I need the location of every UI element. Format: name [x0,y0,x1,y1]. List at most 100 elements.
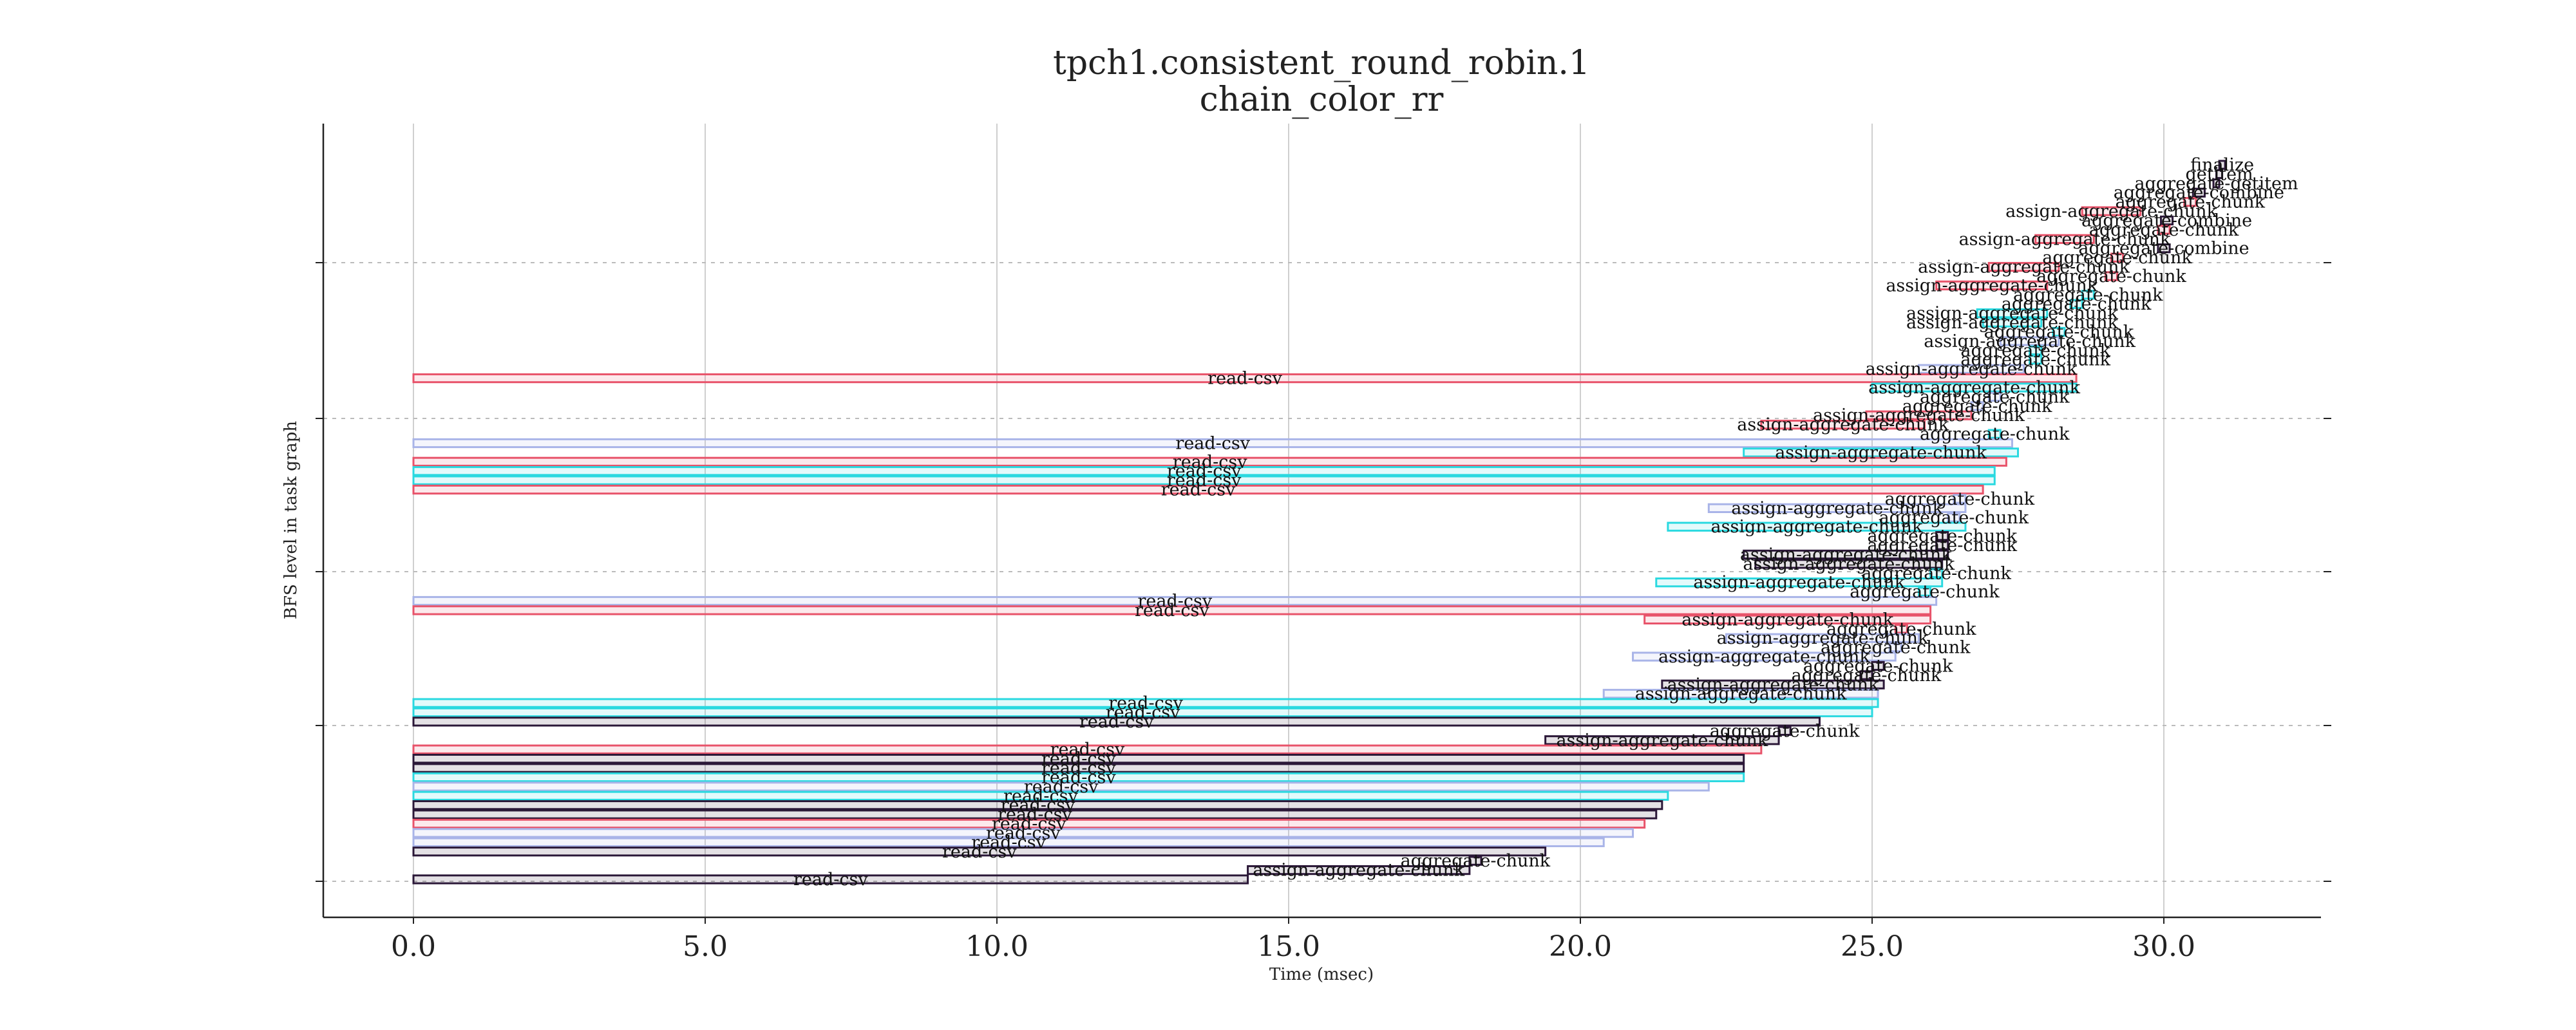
task-bar [1760,420,1926,430]
task-bar-label: assign-aggregate-chunk [1731,498,1943,518]
x-tick-label: 0.0 [391,930,436,963]
task-bar [2029,355,2043,365]
task-bar-label: assign-aggregate-chunk [1813,406,2025,426]
task-bar-label: read-csv [1173,452,1247,472]
task-bar [1865,410,1973,420]
task-bar-label: assign-aggregate-chunk [1717,628,1929,648]
task-bar [1987,261,2060,272]
task-bar-label: read-csv [971,832,1046,852]
task-bar [1643,614,1932,624]
task-bar-label: assign-aggregate-chunk [1737,415,1949,435]
task-bar-label: assign-aggregate-chunk [1868,378,2080,398]
task-bar-label: read-csv [1108,693,1183,713]
task-bar [2069,299,2083,309]
task-bar-label: read-csv [1024,777,1099,797]
x-tick-label: 25.0 [1841,930,1904,963]
task-bar [1725,633,1920,643]
axes [322,124,2321,919]
task-bar [1953,494,1967,504]
task-bar-label: getitem [2185,164,2253,184]
task-bar [2159,215,2174,226]
task-bar-label: assign-aggregate-chunk [1681,610,1893,630]
task-bar-label: aggregate-chunk [2002,294,2152,314]
task-bar [2104,271,2119,281]
task-bar-label: assign-aggregate-chunk [1658,647,1870,667]
task-bar [412,707,1873,718]
task-bar [2052,326,2066,337]
task-bar [1247,865,1471,876]
task-bar-label: assign-aggregate-chunk [1959,229,2171,249]
task-bar-label: read-csv [1135,601,1209,621]
task-bar [412,847,1547,857]
task-bar [1970,401,1984,411]
task-bar-label: assign-aggregate-chunk [1886,276,2098,295]
task-bar [412,744,1763,754]
task-bar-label: assign-aggregate-chunk [1918,258,2130,277]
task-bar [1987,429,2002,439]
task-bar-label: read-csv [992,814,1066,834]
task-bar-label: read-csv [1208,369,1282,389]
x-tick-label: 20.0 [1549,930,1612,963]
task-bar-label: assign-aggregate-chunk [1635,684,1847,704]
task-bar-label: aggregate-chunk [2089,220,2239,240]
task-bar [1754,559,1944,569]
task-bar-label: assign-aggregate-chunk [1740,545,1952,565]
x-tick-label: 15.0 [1257,930,1320,963]
task-bar [412,475,1996,485]
task-bar-label: assign-aggregate-chunk [1711,517,1923,537]
task-bar [412,484,1984,495]
task-bar-label: aggregate-chunk [1960,350,2110,370]
task-bar-label: read-csv [1050,740,1125,760]
task-bar [1917,364,2025,374]
task-bar-label: assign-aggregate-chunk [1906,304,2118,324]
task-bar-label: read-csv [1167,471,1242,491]
task-bar [2192,187,2206,198]
task-bar-label: aggregate-chunk [1902,397,2052,417]
task-bar-label: assign-aggregate-chunk [1743,554,1955,574]
task-bar [1929,568,1944,578]
task-bar [412,800,1663,810]
task-bar-label: assign-aggregate-chunk [1924,332,2136,351]
task-bar [1888,642,1902,653]
task-bar [1999,336,2060,346]
task-bar-label: read-csv [1001,796,1075,816]
task-bar-label: aggregate-combine [2114,183,2284,203]
task-bar [1871,382,2078,393]
task-bar [1987,391,2002,402]
task-bar-label: read-csv [1041,758,1116,778]
task-bar-label: assign-aggregate-chunk [1775,443,1987,463]
task-bar [1743,447,2019,458]
task-bar [412,373,2078,384]
task-bar [1743,549,1949,560]
task-bar-label: aggregate-chunk [2013,285,2163,305]
task-bar [412,782,1710,792]
task-bar [2215,169,2224,180]
task-bar-label: aggregate-chunk [1960,341,2110,360]
task-bar-label: aggregate-chunk [1850,582,2000,602]
task-bar [1982,317,2043,328]
task-bar-label: aggregate-chunk [1401,851,1551,871]
task-bar [412,438,2013,449]
task-bar-label: aggregate-chunk [1920,424,2070,444]
task-bar-label: assign-aggregate-chunk [2005,201,2217,221]
task-bar [1632,651,1897,662]
task-bar [1859,670,1873,680]
task-bar-label: read-csv [998,805,1072,825]
task-bar [1544,735,1780,745]
task-bar [412,698,1879,708]
task-bar-label: assign-aggregate-chunk [1253,861,1464,881]
task-bar [1894,624,1908,634]
x-tick-label: 5.0 [683,930,728,963]
task-bar [2157,225,2171,235]
task-bar [412,595,1938,606]
task-bar-label: read-csv [1041,767,1116,787]
task-bar-label: aggregate-combine [2081,211,2252,230]
task-bar-label: assign-aggregate-chunk [1906,313,2118,333]
task-bar-label: assign-aggregate-chunk [1556,731,1768,751]
x-tick-label: 10.0 [965,930,1028,963]
x-axis-label: Time (msec) [1269,965,1374,984]
task-bar-label: aggregate-chunk [1920,387,2070,407]
task-bar-label: assign-aggregate-chunk [1667,675,1879,695]
task-bar [2183,197,2197,207]
